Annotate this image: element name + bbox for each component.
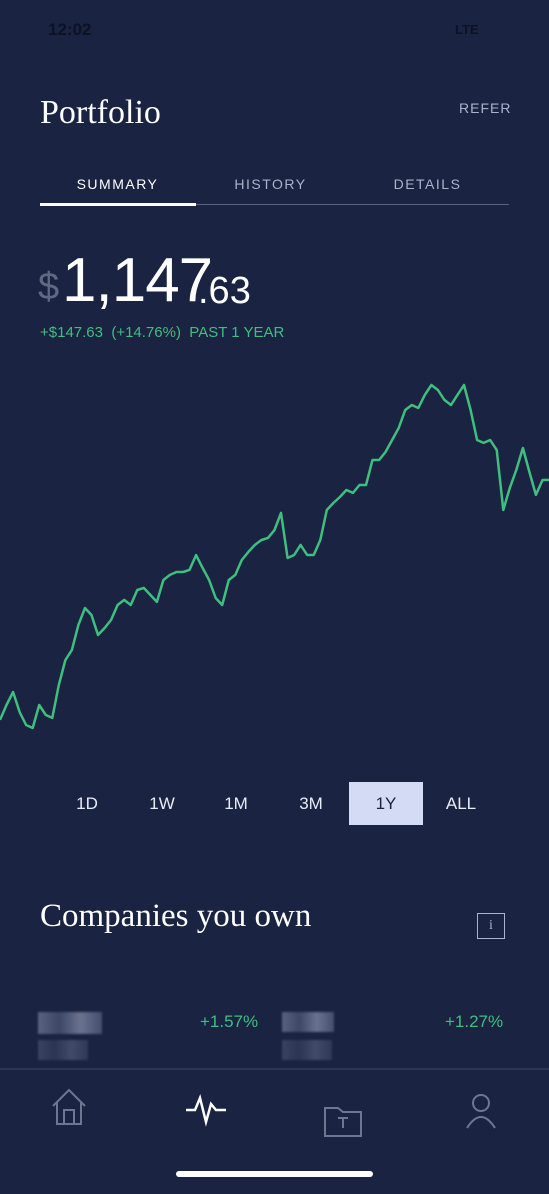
range-button[interactable]: 1D <box>76 794 98 813</box>
tab-rule <box>40 204 509 205</box>
balance-change: +$147.63 (+14.76%) PAST 1 YEAR <box>40 324 284 341</box>
tab-indicator <box>40 203 196 206</box>
chart <box>0 383 549 730</box>
company-change: +1.27% <box>445 1012 504 1031</box>
tab[interactable]: DETAILS <box>393 176 462 192</box>
info-button[interactable]: i <box>477 913 505 939</box>
change-amount: +$147.63 <box>40 324 103 341</box>
change-period: PAST 1 YEAR <box>189 324 285 341</box>
page-title: Portfolio <box>40 94 161 131</box>
tab[interactable]: HISTORY <box>234 176 307 192</box>
profile-icon[interactable] <box>466 1094 496 1129</box>
balance-cents: .63 <box>198 270 251 312</box>
home-indicator <box>176 1171 373 1177</box>
status-time: 12:02 <box>48 20 92 39</box>
activity-icon[interactable] <box>186 1094 226 1127</box>
tab-icons <box>52 1088 496 1177</box>
home-icon[interactable] <box>52 1088 86 1125</box>
currency-symbol: $ <box>38 266 60 308</box>
range-button[interactable]: 1Y <box>349 782 423 825</box>
folder-icon[interactable] <box>324 1107 362 1137</box>
section-title: Companies you own <box>40 898 312 934</box>
range-button[interactable]: 1M <box>224 794 248 813</box>
change-percent: (+14.76%) <box>111 324 181 341</box>
refer-button[interactable]: REFER <box>459 100 512 116</box>
range-button[interactable]: 3M <box>299 794 323 813</box>
status-network: LTE <box>455 22 479 37</box>
company-name <box>282 1040 332 1060</box>
price-line <box>0 383 549 730</box>
range-button[interactable]: 1W <box>149 794 175 813</box>
range-button[interactable]: ALL <box>445 794 477 813</box>
company-logo <box>38 1012 102 1034</box>
tab[interactable]: SUMMARY <box>76 176 159 192</box>
company-name <box>38 1040 88 1060</box>
balance-whole: 1,147 <box>62 246 213 315</box>
company-change: +1.57% <box>200 1012 259 1031</box>
tab-bar <box>0 1068 549 1189</box>
company-logo <box>282 1012 334 1032</box>
